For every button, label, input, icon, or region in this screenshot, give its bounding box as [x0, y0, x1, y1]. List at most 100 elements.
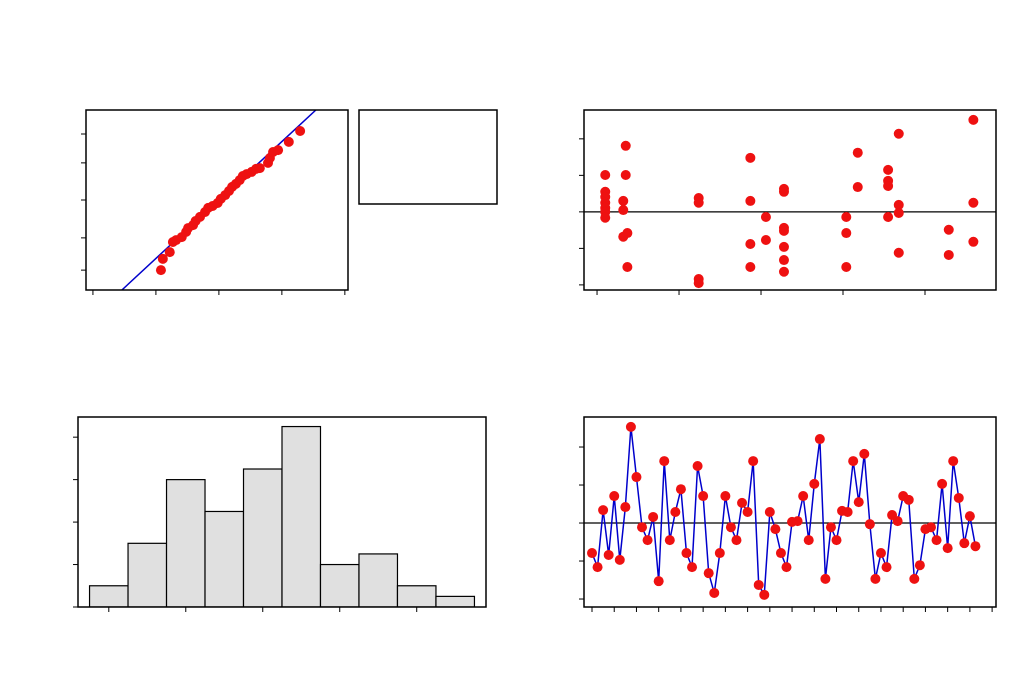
point	[587, 548, 598, 559]
series-line	[591, 426, 977, 598]
point	[781, 562, 792, 573]
plot-frame	[583, 109, 997, 291]
point	[925, 522, 936, 533]
bar	[319, 563, 360, 607]
point	[637, 522, 648, 533]
point	[592, 562, 603, 573]
point	[792, 516, 803, 527]
point	[968, 236, 979, 247]
point	[943, 224, 954, 235]
panel	[121, 110, 317, 290]
point	[953, 492, 964, 503]
point	[698, 491, 709, 502]
point	[942, 543, 953, 554]
point	[943, 249, 954, 260]
point	[600, 169, 611, 180]
plot-frame	[77, 416, 487, 608]
point	[620, 169, 631, 180]
point	[852, 182, 863, 193]
point	[692, 461, 703, 472]
point	[892, 516, 903, 527]
point	[681, 548, 692, 559]
point	[622, 261, 633, 272]
point	[964, 511, 975, 522]
point	[883, 180, 894, 191]
point	[841, 228, 852, 239]
point	[778, 225, 789, 236]
point	[620, 140, 631, 151]
plot-frame	[583, 416, 997, 608]
legend-box	[358, 109, 498, 205]
point	[653, 576, 664, 587]
point	[742, 507, 753, 517]
point	[820, 573, 831, 584]
point	[948, 456, 959, 467]
point	[745, 195, 756, 206]
bar	[127, 542, 168, 607]
point	[853, 497, 864, 508]
point	[603, 549, 614, 560]
point	[731, 535, 742, 546]
bar	[281, 425, 322, 607]
point	[914, 560, 925, 571]
bar	[435, 595, 476, 607]
point	[155, 265, 166, 276]
point	[852, 147, 863, 158]
point	[760, 234, 771, 245]
point	[614, 554, 625, 565]
point	[825, 522, 836, 533]
point	[859, 448, 870, 459]
point	[759, 589, 770, 600]
point	[803, 535, 814, 546]
point	[875, 548, 886, 559]
point	[648, 511, 659, 522]
point	[968, 114, 979, 125]
point	[693, 197, 704, 208]
point	[703, 568, 714, 579]
point	[725, 522, 736, 533]
point	[831, 535, 842, 546]
point	[687, 562, 698, 573]
point	[631, 472, 642, 483]
point	[841, 261, 852, 272]
bar	[204, 510, 245, 607]
point	[745, 152, 756, 163]
point	[709, 587, 720, 598]
plot-frame	[85, 109, 349, 291]
bar	[358, 553, 399, 607]
point	[745, 238, 756, 249]
point	[625, 421, 636, 432]
point	[970, 541, 981, 552]
point	[618, 195, 629, 206]
point	[937, 478, 948, 489]
point	[775, 548, 786, 559]
point	[778, 266, 789, 277]
point	[770, 524, 781, 535]
point	[864, 519, 875, 530]
point	[670, 507, 681, 517]
point	[959, 538, 970, 549]
point	[254, 163, 265, 174]
point	[283, 136, 294, 147]
panel	[584, 421, 996, 600]
point	[778, 241, 789, 252]
point	[893, 247, 904, 258]
bar	[165, 479, 206, 607]
point	[778, 255, 789, 266]
point	[659, 456, 670, 467]
point	[893, 128, 904, 139]
point	[598, 505, 609, 516]
point	[883, 164, 894, 175]
point	[842, 507, 853, 517]
point	[600, 212, 611, 223]
point	[870, 573, 881, 584]
point	[693, 278, 704, 289]
point	[903, 494, 914, 505]
point	[893, 207, 904, 218]
point	[295, 126, 306, 136]
point	[893, 199, 904, 210]
point	[968, 197, 979, 208]
point	[748, 456, 759, 467]
point	[841, 211, 852, 222]
